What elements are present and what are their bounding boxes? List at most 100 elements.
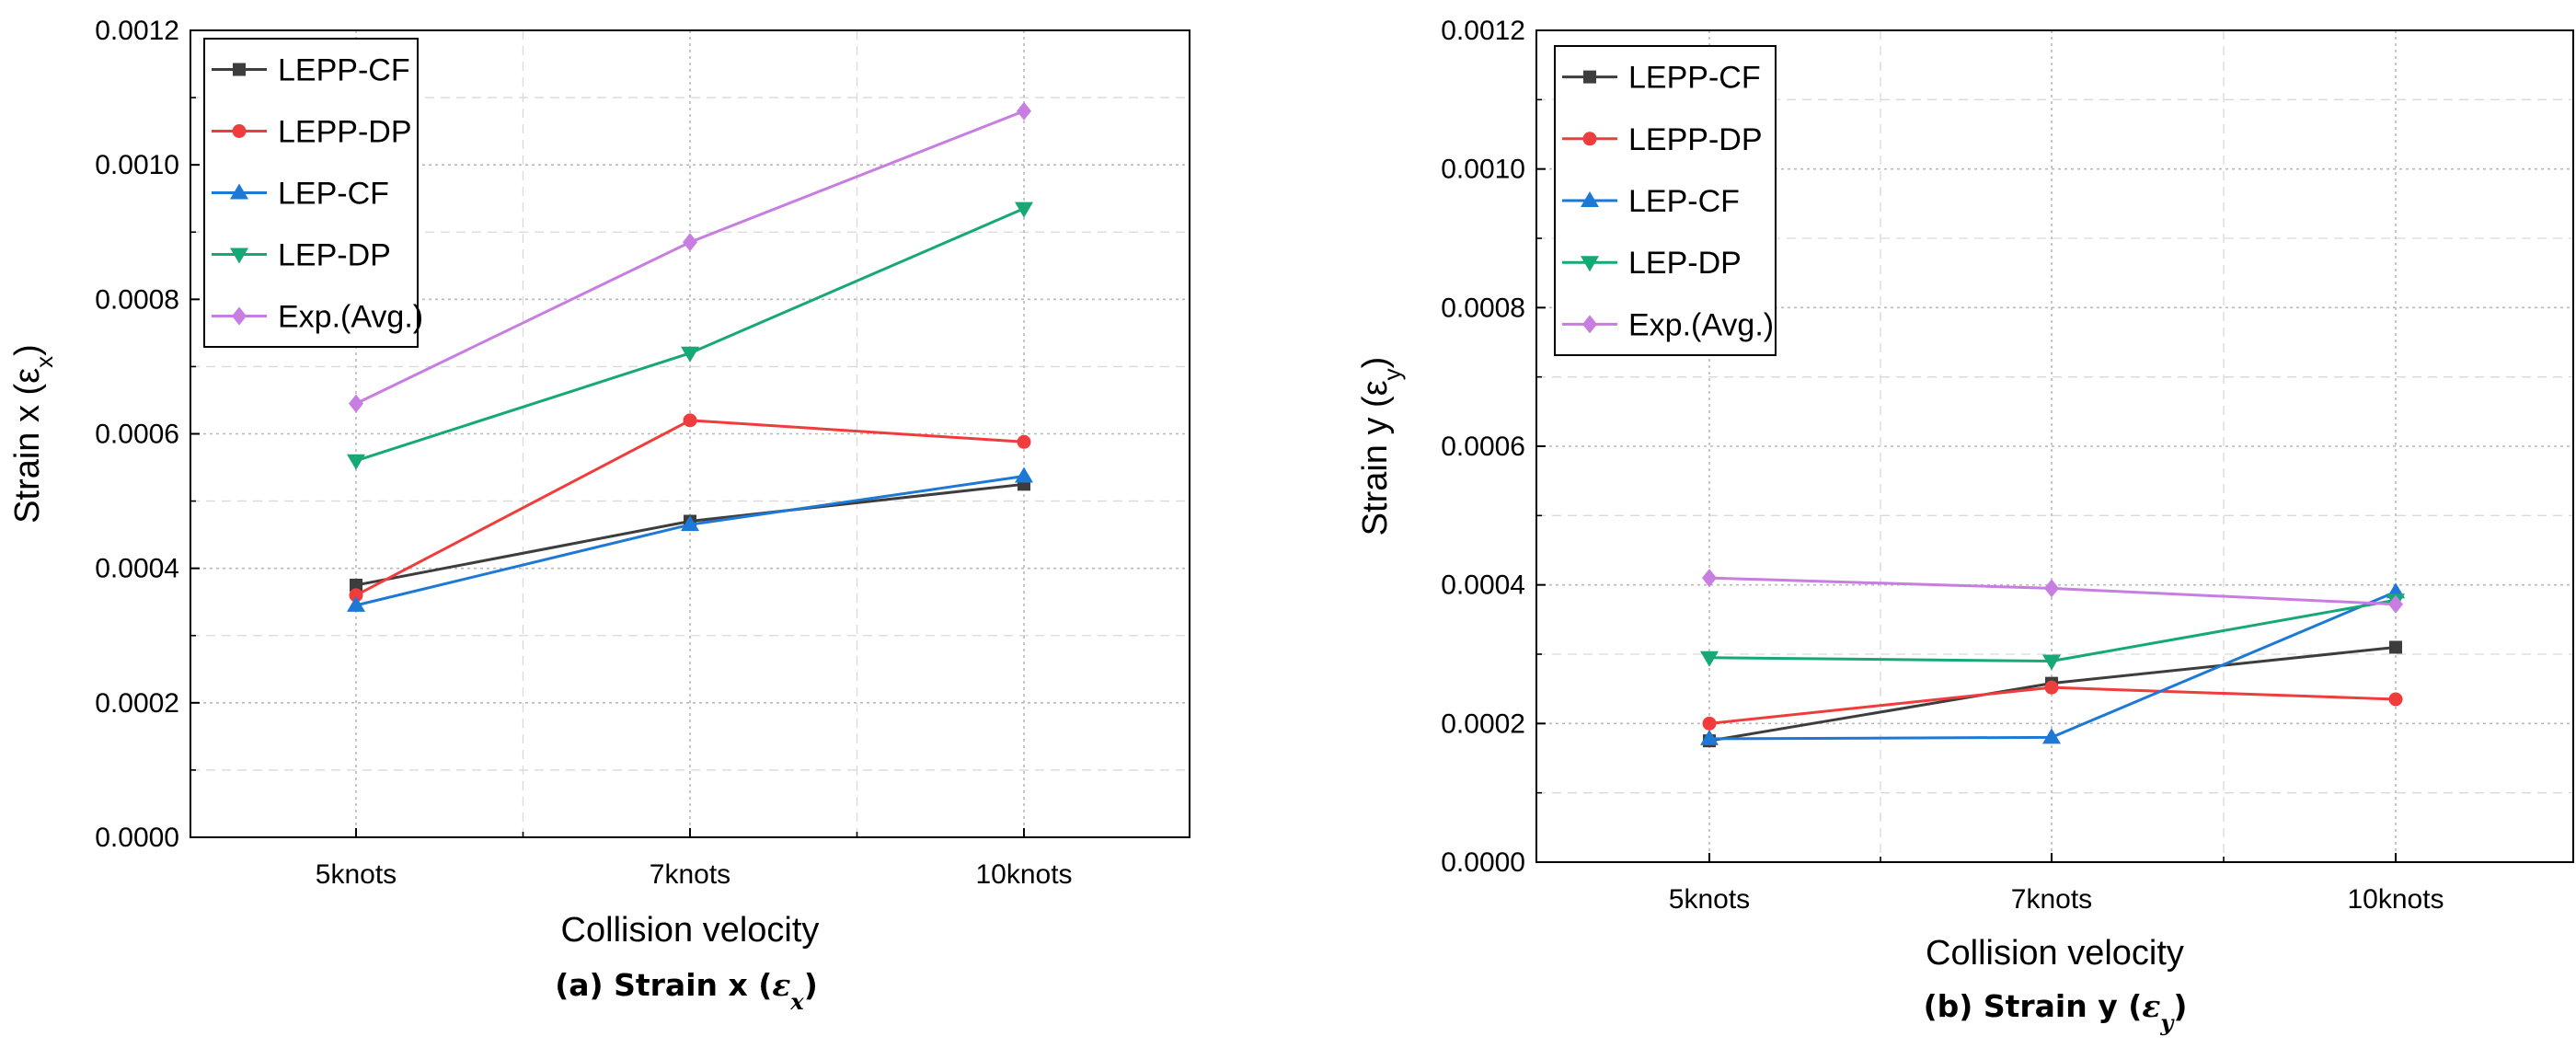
data-point [681,346,699,363]
legend-label: LEPP-DP [1628,122,1763,157]
data-point [2388,594,2403,614]
y-tick-label: 0.0002 [95,688,179,719]
data-point [1700,651,1719,667]
legend-label: LEP-DP [278,238,391,273]
data-point [683,233,697,252]
legend-item: Exp.(Avg.) [212,300,423,335]
y-tick-label: 0.0000 [95,823,179,853]
y-axis: 0.0000 0.0002 0.0004 0.0006 0.0008 0.0010 0.00… [1441,16,1546,878]
legend-marker [230,248,248,264]
y-axis-title-suffix: ) [8,344,47,356]
legend-marker [230,183,248,200]
legend-item: LEP-DP [1562,246,1742,281]
legend-item: LEPP-DP [1562,122,1763,157]
data-point [347,454,365,470]
y-axis-title-text: Strain y ( [1356,396,1395,536]
legend-marker [1582,315,1597,334]
data-point [2044,680,2059,695]
legend-marker [232,124,247,138]
series-exp-avg [1702,569,2403,614]
data-point [1702,716,1717,731]
legend-label: LEP-CF [278,177,389,212]
data-point [2044,579,2059,598]
legend-marker [232,306,247,326]
legend-marker [1583,70,1596,84]
data-point [1015,202,1033,218]
legend-label: LEPP-DP [278,115,412,150]
caption-subscript: y [2159,1009,2175,1036]
legend-item: LEP-CF [1562,184,1740,219]
series-lep-dp [347,202,1033,470]
series-line [1708,598,2397,663]
series-exp-avg [349,101,1031,413]
data-point [1702,569,1717,588]
legend-marker [1581,191,1599,207]
data-point [1700,729,1719,745]
caption-suffix: ) [804,967,818,1003]
legend-label: LEPP-CF [1628,61,1761,96]
data-point [350,578,362,592]
y-tick-label: 0.0008 [95,284,179,315]
caption-symbol: ε [2142,988,2160,1024]
legend-label: Exp.(Avg.) [1628,307,1774,342]
legend-item: LEPP-CF [1562,61,1761,96]
y-axis-title-suffix: ) [1356,357,1395,369]
legend-label: LEP-CF [1628,184,1740,219]
x-axis-title: Collision velocity [1926,934,2184,973]
legend-label: LEPP-CF [278,53,410,88]
x-tick-label: 7knots [650,859,730,890]
legend-item: LEP-DP [212,238,391,273]
y-tick-label: 0.0010 [1441,155,1525,185]
legend: LEPP-CF LEPP-DP LEP-CF LEP-DP Exp.(Avg.) [1554,45,1777,356]
y-axis-title-symbol: ε [8,368,47,384]
caption-suffix: ) [2173,988,2187,1024]
y-axis-title-symbol: ε [1356,380,1395,396]
panel-b-strain-y: 0.0000 0.0002 0.0004 0.0006 0.0008 0.0010 0.00… [1356,16,2574,1036]
data-point [2042,728,2061,744]
y-axis-title: Strain x (εx) [8,344,58,524]
y-axis-title: Strain y (εy) [1356,357,1406,536]
legend-marker [1582,132,1597,146]
y-tick-label: 0.0012 [95,16,179,46]
data-point [349,588,363,603]
data-point [1017,434,1031,449]
y-tick-label: 0.0008 [1441,293,1525,323]
legend-marker [1581,256,1599,272]
data-point [347,595,365,612]
y-tick-label: 0.0004 [95,554,179,584]
panel-caption: (b) Strain y (εy) [1924,988,2188,1036]
legend-label: Exp.(Avg.) [278,300,423,335]
y-axis-title-subscript: y [1378,368,1406,380]
data-point [683,413,697,428]
caption-text: (b) Strain y ( [1924,988,2143,1024]
legend-marker [233,63,246,76]
y-tick-label: 0.0000 [1441,847,1525,878]
x-tick-label: 10knots [2347,884,2444,915]
series-lep-cf [347,466,1033,612]
legend-label: LEP-DP [1628,246,1742,281]
series-layer [1700,569,2405,748]
legend-item: LEPP-DP [212,115,412,150]
y-tick-label: 0.0012 [1441,16,1525,46]
data-point [1017,101,1031,121]
x-axis: 5knots 7knots 10knots [1669,853,2444,915]
data-point [349,394,363,413]
y-tick-label: 0.0002 [1441,708,1525,739]
legend-item: Exp.(Avg.) [1562,307,1774,342]
x-axis: 5knots 7knots 10knots [316,828,1073,890]
caption-text: (a) Strain x ( [555,967,772,1003]
caption-subscript: x [789,988,804,1015]
y-axis-title-subscript: x [30,356,58,368]
caption-symbol: ε [772,967,790,1003]
y-tick-label: 0.0006 [95,420,179,450]
data-point [2389,640,2402,654]
x-tick-label: 10knots [975,859,1072,890]
y-tick-label: 0.0006 [1441,432,1525,462]
grid [190,30,1190,837]
data-point [2042,654,2061,671]
series-layer [347,101,1033,612]
x-tick-label: 7knots [2011,884,2092,915]
series-lepp-dp [349,413,1031,603]
y-tick-label: 0.0010 [95,150,179,180]
y-tick-label: 0.0004 [1441,570,1525,601]
